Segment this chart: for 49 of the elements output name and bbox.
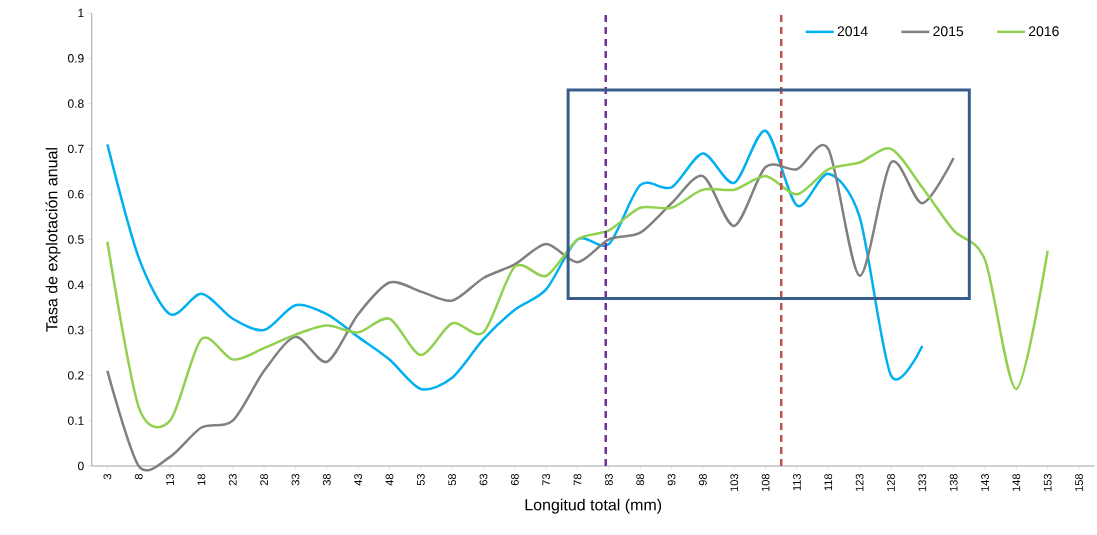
x-tick-label: 48 bbox=[385, 474, 394, 486]
y-tick-label: 0.7 bbox=[67, 144, 84, 154]
x-tick-label: 153 bbox=[1043, 474, 1052, 492]
y-tick-label: 0.9 bbox=[67, 54, 84, 63]
x-tick-label: 148 bbox=[1012, 474, 1021, 492]
y-tick-label: 0.3 bbox=[67, 325, 84, 335]
x-tick-label: 13 bbox=[166, 474, 174, 485]
y-tick-label: 0.2 bbox=[67, 371, 84, 380]
x-tick-label: 23 bbox=[228, 474, 237, 486]
x-tick-label: 83 bbox=[604, 474, 613, 486]
legend-label: 2016 bbox=[1028, 26, 1059, 37]
x-tick-label: 78 bbox=[573, 474, 582, 486]
x-tick-label: 58 bbox=[448, 474, 457, 486]
y-tick-label: 0 bbox=[77, 461, 84, 471]
x-tick-label: 68 bbox=[510, 474, 519, 486]
x-tick-label: 93 bbox=[667, 474, 676, 486]
x-tick-label: 113 bbox=[793, 474, 801, 491]
x-tick-label: 63 bbox=[479, 474, 488, 486]
x-tick-label: 158 bbox=[1075, 474, 1083, 492]
x-tick-label: 28 bbox=[260, 474, 268, 486]
x-tick-label: 53 bbox=[416, 474, 425, 486]
x-tick-label: 33 bbox=[291, 474, 300, 486]
y-tick-label: 1 bbox=[78, 8, 84, 18]
y-tick-label: 0.4 bbox=[67, 280, 84, 290]
x-tick-label: 103 bbox=[730, 474, 739, 492]
x-tick-label: 38 bbox=[322, 474, 331, 486]
x-axis-title: Longitud total (mm) bbox=[525, 498, 662, 514]
legend-label: 2014 bbox=[837, 26, 868, 37]
legend-label: 2015 bbox=[933, 26, 964, 37]
x-tick-label: 18 bbox=[197, 474, 206, 485]
x-tick-label: 118 bbox=[824, 474, 833, 491]
x-tick-label: 108 bbox=[761, 474, 770, 492]
y-tick-label: 0.8 bbox=[67, 99, 84, 108]
y-tick-label: 0.5 bbox=[67, 235, 84, 244]
x-tick-label: 128 bbox=[887, 474, 895, 492]
x-tick-label: 88 bbox=[636, 474, 645, 486]
y-tick-label: 0.6 bbox=[67, 189, 84, 199]
x-tick-label: 8 bbox=[134, 474, 143, 480]
y-axis-title: Tasa de explotación anual bbox=[45, 148, 61, 332]
x-tick-label: 138 bbox=[949, 474, 958, 492]
x-tick-label: 3 bbox=[103, 474, 112, 480]
x-tick-label: 43 bbox=[354, 474, 363, 486]
x-tick-label: 143 bbox=[981, 474, 989, 492]
x-tick-label: 73 bbox=[542, 474, 551, 486]
x-tick-label: 133 bbox=[918, 474, 927, 492]
x-tick-label: 98 bbox=[699, 474, 707, 486]
line-series bbox=[106, 129, 924, 391]
y-tick-label: 0.1 bbox=[67, 416, 84, 425]
x-tick-label: 123 bbox=[855, 474, 864, 492]
